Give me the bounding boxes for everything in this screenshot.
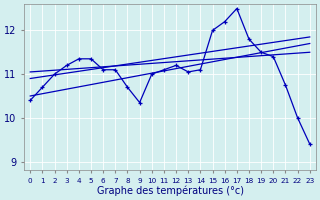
- X-axis label: Graphe des températures (°c): Graphe des températures (°c): [97, 185, 244, 196]
